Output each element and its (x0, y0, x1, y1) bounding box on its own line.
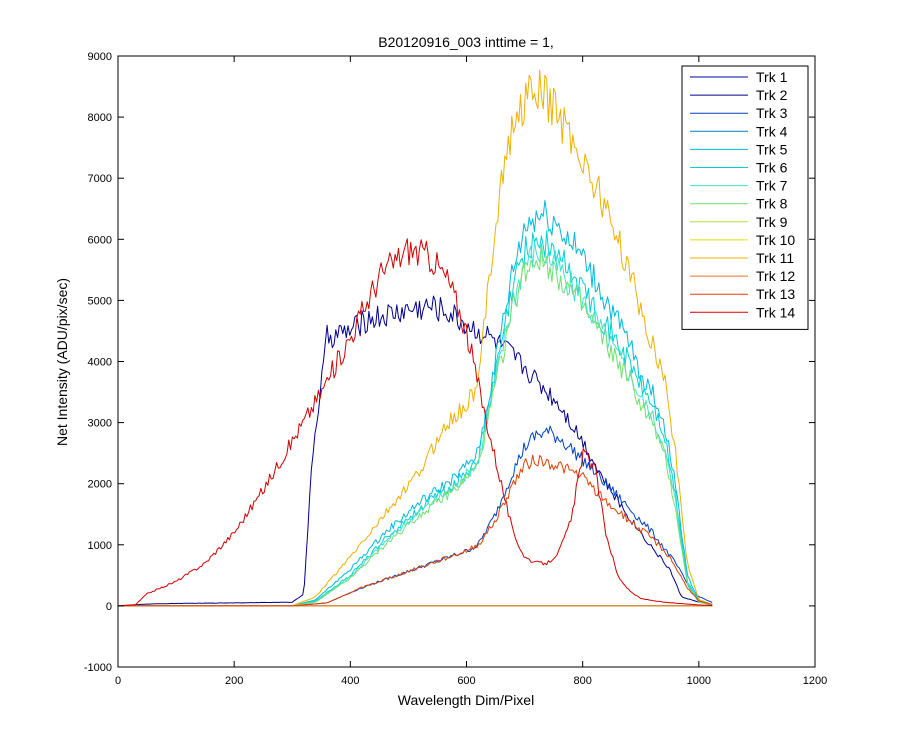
series-lines (117, 69, 713, 607)
y-tick-label: 3000 (88, 418, 112, 430)
y-tick-label: 2000 (88, 479, 112, 491)
y-axis-label: Net Intensity (ADU/pix/sec) (54, 278, 70, 446)
legend-entry: Trk 3 (756, 105, 788, 121)
y-tick-label: 8000 (88, 112, 112, 124)
series-line-trk-13 (118, 454, 713, 607)
x-tick-label: 400 (341, 675, 359, 687)
legend-entry: Trk 14 (756, 304, 795, 320)
x-tick-label: 800 (573, 675, 591, 687)
chart-title: B20120916_003 inttime = 1, (378, 34, 554, 50)
x-tick-label: 1200 (803, 675, 827, 687)
series-line-trk-14 (117, 238, 713, 607)
legend-entry: Trk 1 (756, 69, 788, 85)
y-tick-label: 5000 (88, 295, 112, 307)
y-tick-label: 9000 (88, 51, 112, 63)
legend-box (681, 65, 809, 330)
series-line-trk-2 (117, 295, 713, 607)
x-tick-label: 600 (457, 675, 475, 687)
legend-entry: Trk 8 (756, 196, 788, 212)
y-tick-label: 0 (106, 601, 112, 613)
legend-entry: Trk 10 (756, 232, 795, 248)
legend-entry: Trk 2 (756, 87, 788, 103)
legend: Trk 1 Trk 2 Trk 3 Trk 4 Trk 5 Trk 6 Trk 7 Trk 8… (681, 65, 809, 330)
y-tick-label: 1000 (88, 540, 112, 552)
legend-entry: Trk 7 (756, 178, 788, 194)
y-tick-label: 4000 (88, 357, 112, 369)
legend-entry: Trk 6 (756, 160, 788, 176)
y-tick-label: -1000 (84, 662, 112, 674)
x-tick-label: 1000 (687, 675, 711, 687)
legend-entry: Trk 9 (756, 214, 788, 230)
legend-entry: Trk 11 (756, 250, 794, 266)
legend-entry: Trk 5 (756, 141, 788, 157)
y-tick-label: 6000 (88, 234, 112, 246)
y-tick-label: 7000 (88, 173, 112, 185)
axes: 0 200 400 600 800 1000 1200-100001000200030004… (84, 51, 827, 687)
x-tick-label: 200 (225, 675, 243, 687)
x-axis-label: Wavelength Dim/Pixel (398, 692, 534, 708)
legend-entry: Trk 13 (756, 286, 795, 302)
legend-entry: Trk 4 (756, 123, 788, 139)
legend-entry: Trk 12 (756, 268, 795, 284)
x-tick-label: 0 (115, 675, 121, 687)
